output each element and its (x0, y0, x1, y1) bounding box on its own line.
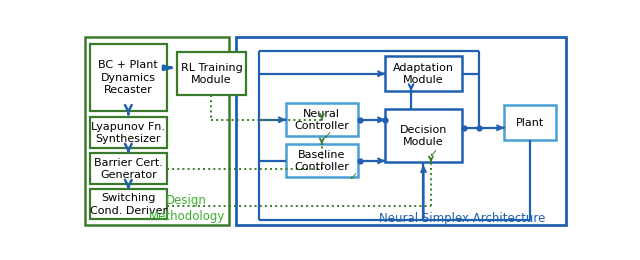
Text: Lyapunov Fn.
Synthesizer: Lyapunov Fn. Synthesizer (92, 122, 165, 144)
Bar (177, 52, 246, 95)
Bar (286, 144, 358, 177)
Text: BC + Plant
Dynamics
Recaster: BC + Plant Dynamics Recaster (99, 60, 158, 95)
Text: ✓: ✓ (348, 172, 358, 182)
Text: ✓: ✓ (322, 131, 332, 141)
Text: ✓: ✓ (429, 149, 438, 159)
Text: Decision
Module: Decision Module (400, 125, 447, 147)
Bar (385, 109, 462, 162)
Bar (85, 37, 229, 225)
Bar (90, 153, 167, 184)
Text: Design
Methodology: Design Methodology (148, 194, 225, 223)
Text: Barrier Cert.
Generator: Barrier Cert. Generator (94, 158, 163, 180)
Text: RL Training
Module: RL Training Module (180, 63, 243, 85)
Bar (385, 56, 462, 91)
Text: Baseline
Controller: Baseline Controller (294, 150, 349, 172)
Bar (90, 44, 167, 111)
Text: Neural
Controller: Neural Controller (294, 109, 349, 131)
Bar (236, 37, 566, 225)
Bar (90, 117, 167, 148)
Bar (504, 105, 556, 140)
Text: Switching
Cond. Deriver: Switching Cond. Deriver (90, 193, 167, 216)
Text: Neural Simplex Architecture: Neural Simplex Architecture (379, 212, 545, 225)
Bar (286, 103, 358, 136)
Text: Adaptation
Module: Adaptation Module (393, 63, 454, 85)
Bar (90, 189, 167, 219)
Text: Plant: Plant (516, 118, 544, 128)
